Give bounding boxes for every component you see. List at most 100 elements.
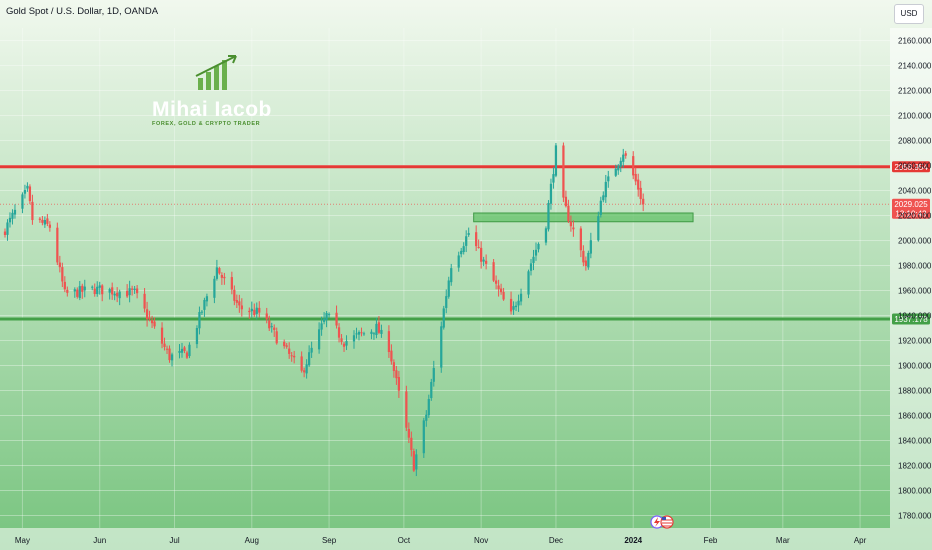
candle-body <box>170 354 174 361</box>
candle-body <box>38 218 42 220</box>
x-tick-label: Feb <box>704 536 718 545</box>
last-price-tag-text: 2029.025 <box>894 200 928 209</box>
candle-body <box>126 290 129 297</box>
candle-body <box>569 221 573 227</box>
y-tick-label: 2040.000 <box>898 187 932 196</box>
candle-body <box>233 289 236 301</box>
candle-body <box>395 370 398 379</box>
candle-body <box>412 451 415 471</box>
candle-body <box>185 352 189 358</box>
candle-body <box>527 271 530 295</box>
candle-body <box>639 187 642 200</box>
candle-body <box>288 348 291 354</box>
us-flag-canton <box>662 517 666 520</box>
candle-body <box>410 437 413 451</box>
x-tick-label: May <box>15 536 30 545</box>
event-icons[interactable] <box>650 515 674 529</box>
y-tick-label: 2160.000 <box>898 37 932 46</box>
candle-body <box>447 280 450 297</box>
time-axis-panel <box>0 528 932 550</box>
resistance-price-tag-text: 2058.954 <box>894 163 928 172</box>
candle-body <box>342 343 346 347</box>
candle-body <box>604 181 607 198</box>
candle-body <box>619 160 622 167</box>
candle-body <box>502 291 505 300</box>
y-tick-label: 1860.000 <box>898 412 932 421</box>
candle-body <box>220 274 223 278</box>
candle-body <box>58 262 61 268</box>
candle-body <box>582 250 585 263</box>
y-tick-label: 2100.000 <box>898 112 932 121</box>
candle-body <box>607 176 610 182</box>
candle-body <box>43 220 46 225</box>
candle-body <box>61 267 64 282</box>
y-tick-label: 1920.000 <box>898 337 932 346</box>
lightning-glyph <box>654 517 660 527</box>
y-tick-label: 1820.000 <box>898 462 932 471</box>
candle-body <box>317 329 321 350</box>
candle-body <box>21 194 24 209</box>
last-price-tag-countdown: 13:10:43 <box>895 210 927 219</box>
candle-body <box>268 320 271 329</box>
candle-body <box>270 326 273 328</box>
candle-body <box>392 362 396 371</box>
demand-zone[interactable] <box>473 212 694 223</box>
candle-body <box>352 335 356 342</box>
candle-body <box>218 268 221 274</box>
candle-body <box>380 329 383 334</box>
candle-body <box>116 292 119 297</box>
candle-body <box>250 308 253 312</box>
candle-body <box>537 243 540 250</box>
candle-body <box>93 288 96 295</box>
candle-body <box>450 268 453 283</box>
candle-body <box>422 420 425 454</box>
candle-body <box>180 348 184 353</box>
candle-body <box>258 307 261 313</box>
y-tick-label: 2000.000 <box>898 237 932 246</box>
candle-body <box>465 236 468 246</box>
candle-body <box>355 333 358 335</box>
candle-body <box>517 300 520 306</box>
candle-body <box>153 321 156 327</box>
logo-bar-2 <box>206 72 211 90</box>
candle-body <box>230 277 233 290</box>
logo-bar-1 <box>198 78 203 90</box>
candle-body <box>293 355 296 358</box>
candle-body <box>48 224 51 228</box>
candle-body <box>552 174 555 183</box>
candle-body <box>442 308 445 328</box>
axis-labels: 1780.000 1800.000 1820.000 1840.000 1860.000… <box>15 37 932 546</box>
logo-name: Mihai Iacob <box>152 98 272 121</box>
candle-body <box>572 227 575 230</box>
y-tick-label: 2020.000 <box>898 212 932 221</box>
candle-body <box>475 232 478 247</box>
candle-body <box>91 286 94 288</box>
candle-body <box>101 285 104 295</box>
candle-body <box>285 345 288 347</box>
candle-body <box>624 153 627 156</box>
candle-body <box>562 145 565 198</box>
candle-body <box>482 259 485 262</box>
candle-body <box>111 287 114 295</box>
support-price-tag <box>892 313 930 325</box>
candle-body <box>584 260 587 266</box>
candle-body <box>387 331 391 353</box>
logo-chart-icon <box>195 55 237 90</box>
candle-body <box>564 196 568 207</box>
candle-body <box>248 310 251 313</box>
candle-body <box>108 289 111 293</box>
y-tick-label: 1780.000 <box>898 512 932 521</box>
candle-body <box>255 307 258 314</box>
candle-body <box>445 296 448 308</box>
candle-body <box>362 333 366 335</box>
currency-selector[interactable]: USD <box>894 4 924 24</box>
candle-body <box>215 267 219 279</box>
candle-body <box>425 414 428 421</box>
candle-body <box>63 281 66 290</box>
candle-body <box>198 312 201 329</box>
x-tick-label: Aug <box>245 536 259 545</box>
candle-body <box>460 250 463 255</box>
